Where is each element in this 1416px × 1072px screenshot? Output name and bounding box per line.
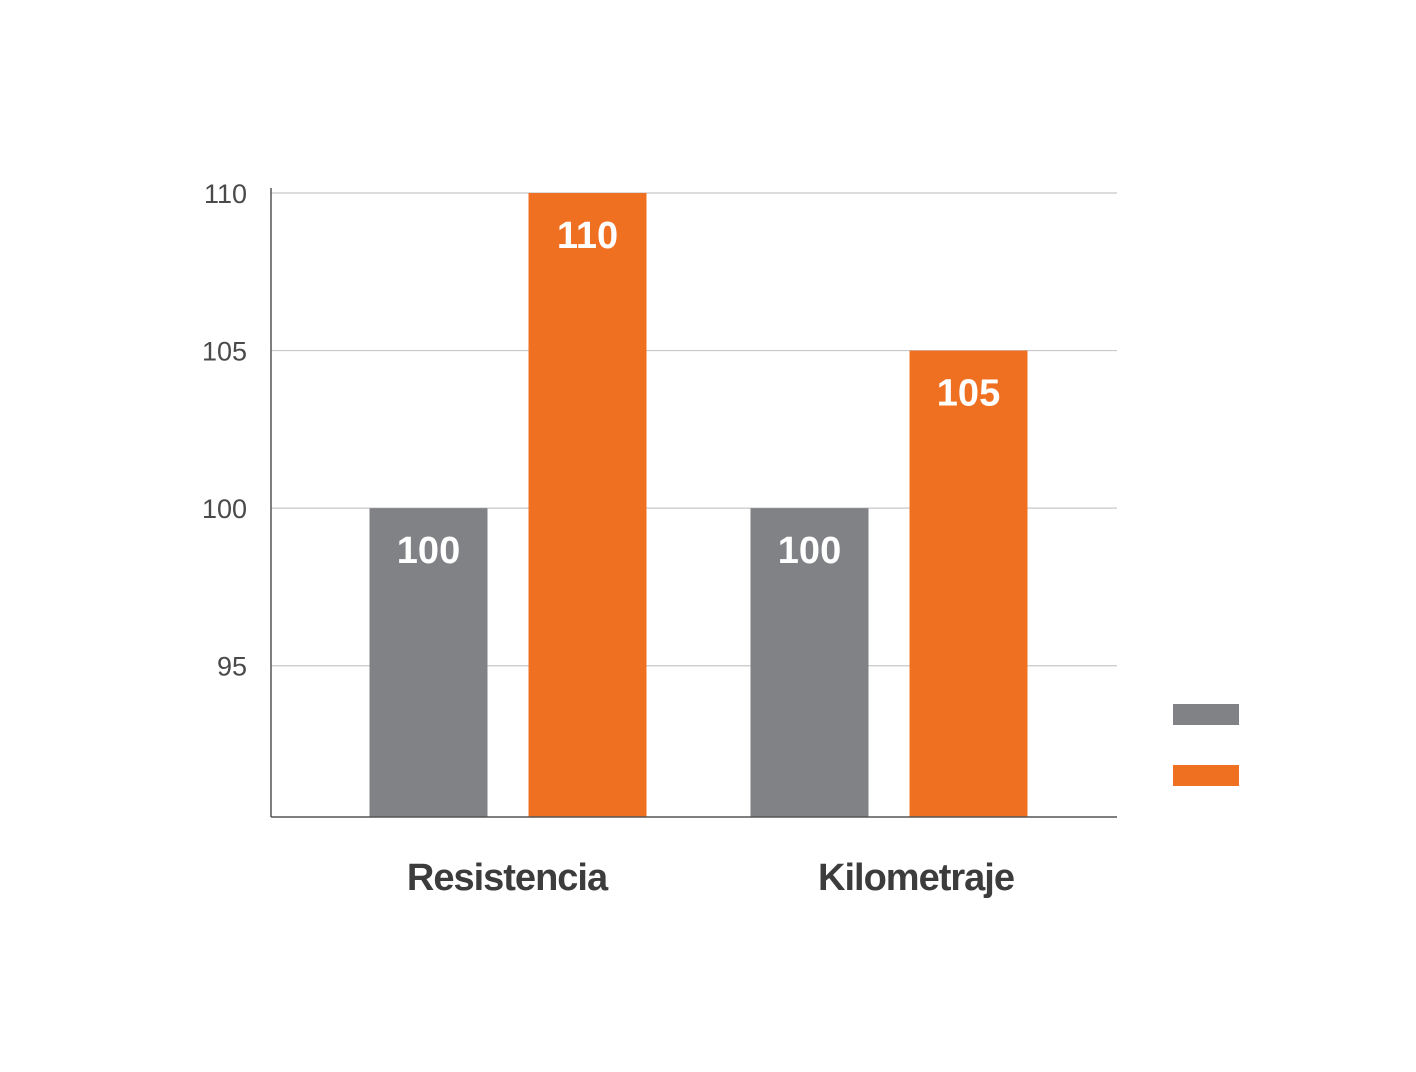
y-tick-label: 110 <box>204 179 247 209</box>
bar-kilometraje-series-2 <box>909 350 1028 817</box>
y-tick-label: 95 <box>217 652 247 682</box>
data-label: 105 <box>937 373 1000 415</box>
bar-resistencia-series-1 <box>369 508 488 817</box>
legend-swatch-series-2 <box>1173 765 1239 786</box>
category-labels: Resistencia Kilometraje <box>407 857 1015 899</box>
axes <box>270 188 1117 818</box>
legend <box>1173 704 1239 786</box>
category-label-resistencia: Resistencia <box>407 857 609 899</box>
data-labels: 100 100 110 105 <box>397 215 1000 572</box>
data-label: 100 <box>778 530 841 572</box>
legend-swatch-series-1 <box>1173 704 1239 725</box>
data-label: 110 <box>557 215 618 257</box>
y-tick-label: 100 <box>202 494 247 524</box>
y-tick-label: 105 <box>202 337 247 367</box>
bar-resistencia-series-2 <box>528 193 647 817</box>
category-label-kilometraje: Kilometraje <box>818 857 1014 899</box>
bars <box>369 193 1028 817</box>
y-tick-labels: 95 100 105 110 <box>202 179 247 682</box>
data-label: 100 <box>397 530 460 572</box>
bar-kilometraje-series-1 <box>750 508 869 817</box>
